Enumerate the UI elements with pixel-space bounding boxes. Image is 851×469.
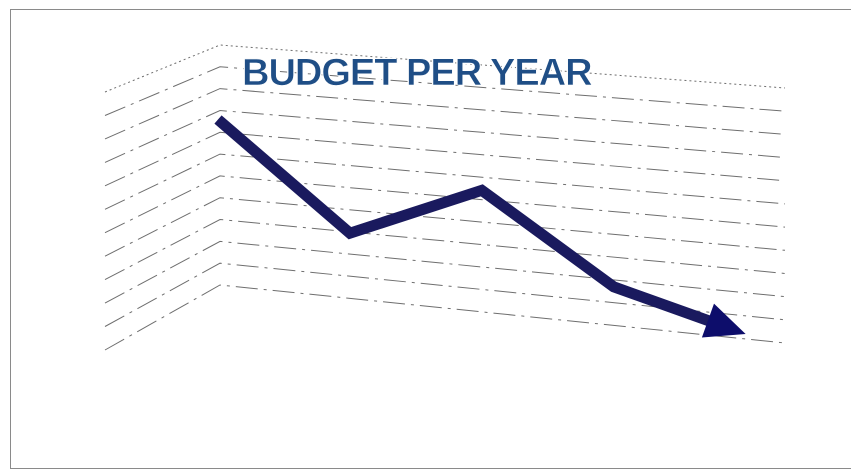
- gridline: [104, 240, 786, 304]
- gridline: [104, 175, 786, 234]
- gridline: [104, 284, 786, 351]
- gridline: [104, 262, 786, 327]
- gridline: [104, 109, 786, 163]
- chart-grid: [104, 44, 786, 351]
- gridline: [104, 218, 786, 281]
- gridline: [104, 197, 786, 257]
- chart-frame: [10, 9, 851, 469]
- gridline: [104, 131, 786, 187]
- gridline: [104, 66, 786, 116]
- arrowhead: [701, 303, 746, 338]
- gridline: [104, 153, 786, 210]
- gridline: [104, 44, 786, 93]
- chart-canvas: [104, 44, 786, 351]
- chart-title: BUDGET PER YEAR: [242, 52, 593, 95]
- chart-series: [214, 115, 746, 338]
- series-line: [214, 115, 722, 330]
- gridline: [104, 88, 786, 140]
